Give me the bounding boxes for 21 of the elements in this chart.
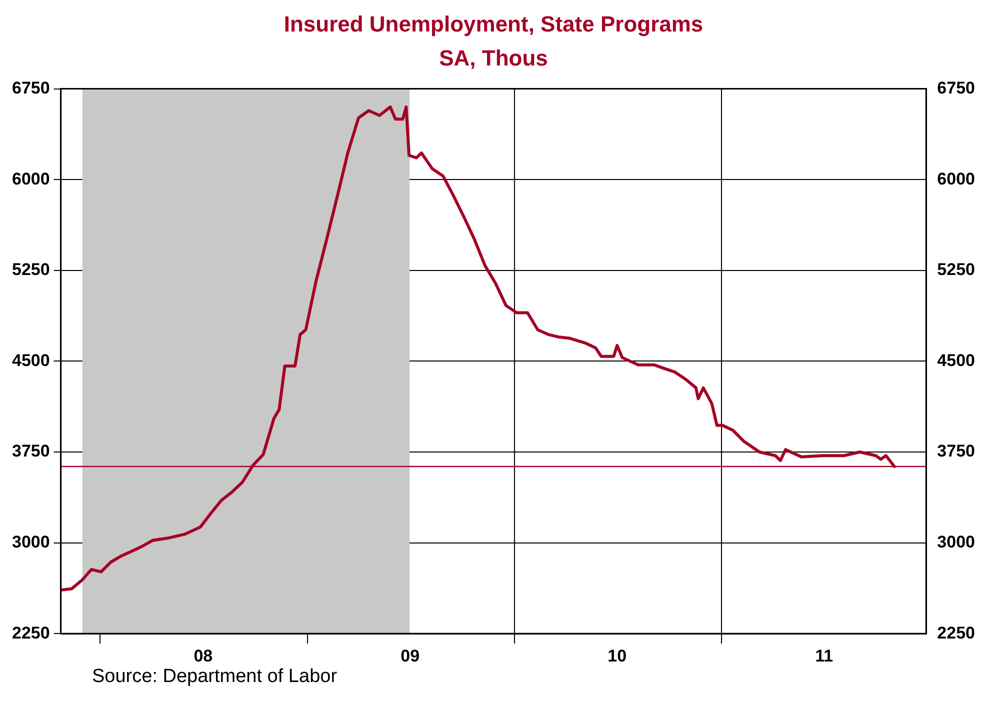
y2-tick-label: 6000 xyxy=(937,169,976,188)
x-tick-label: 10 xyxy=(608,646,627,666)
y2-tick-label: 3750 xyxy=(937,442,976,461)
y-tick-label: 4500 xyxy=(12,350,50,370)
y2-tick-label: 6750 xyxy=(937,78,976,98)
x-tick-label: 08 xyxy=(194,646,213,666)
y-tick-label: 2250 xyxy=(12,623,50,642)
x-tick-label: 09 xyxy=(400,646,420,666)
y-tick-label: 3750 xyxy=(12,442,50,461)
y2-tick-label: 4500 xyxy=(937,350,976,370)
y-tick-label: 6750 xyxy=(12,78,50,98)
chart-subtitle: SA, Thous xyxy=(439,46,548,71)
source-note: Source: Department of Labor xyxy=(92,666,338,688)
y2-tick-label: 3000 xyxy=(937,532,976,552)
y-tick-label: 6000 xyxy=(12,169,50,188)
x-tick-label: 11 xyxy=(815,646,834,666)
y2-tick-label: 5250 xyxy=(937,260,976,280)
y-tick-label: 5250 xyxy=(12,260,50,280)
y-tick-label: 3000 xyxy=(12,532,50,552)
chart-title: Insured Unemployment, State Programs xyxy=(284,11,704,36)
y2-tick-label: 2250 xyxy=(937,623,976,642)
